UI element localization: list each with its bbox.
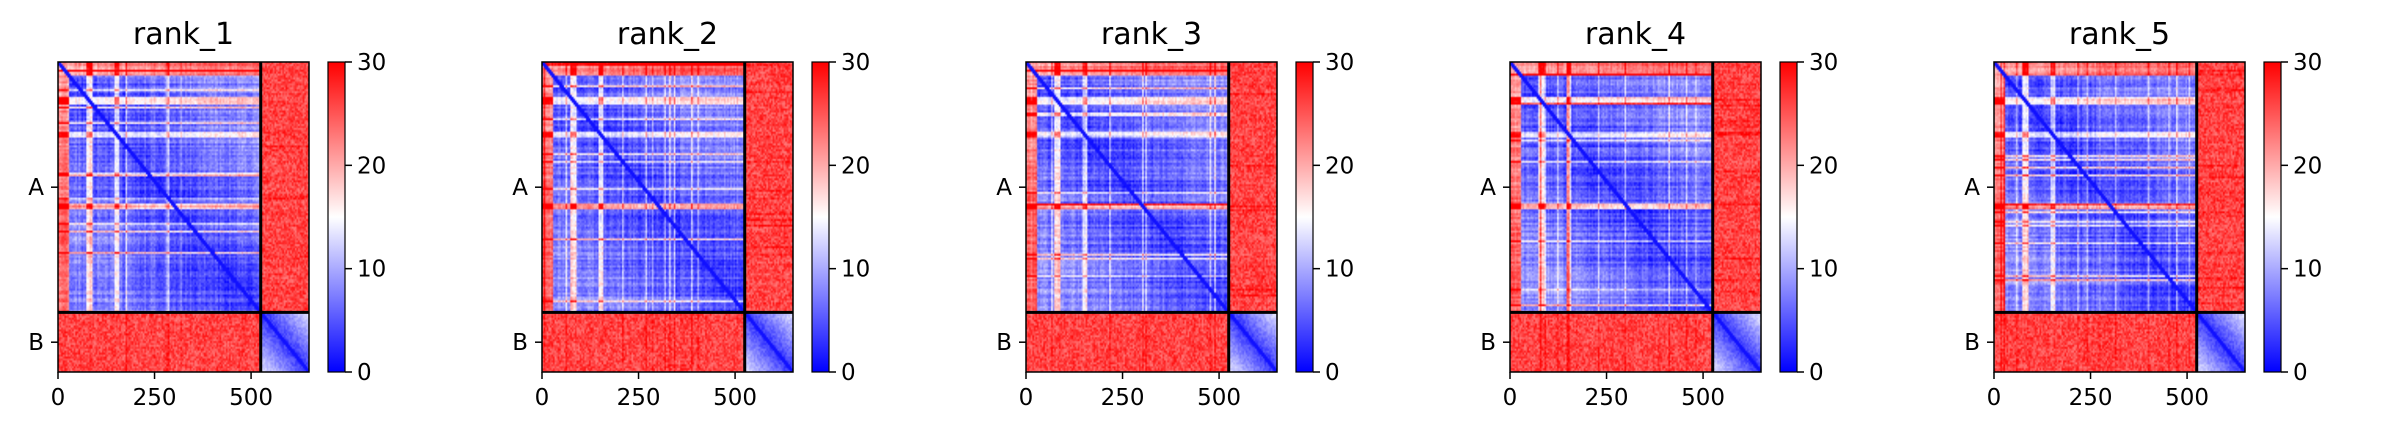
y-tick-label: B [512, 330, 528, 356]
heatmap-frame [1509, 61, 1762, 373]
colorbar-tick-label: 30 [1325, 50, 1354, 76]
colorbar-tick-label: 20 [2293, 153, 2322, 179]
colorbar-tick-label: 30 [357, 50, 386, 76]
colorbar [811, 61, 830, 373]
panel-title: rank_1 [133, 17, 234, 52]
colorbar-tick-label: 20 [1325, 153, 1354, 179]
x-tick-label: 500 [1197, 385, 1241, 411]
panel-2: rank_2 0 250 500 A B 0 10 20 30 [512, 17, 870, 411]
colorbar [1779, 61, 1798, 373]
x-tick-label: 250 [617, 385, 661, 411]
colorbar-tick-label: 0 [841, 360, 856, 386]
panels: rank_1 0 250 500 A B 0 10 20 30 rank_2 0 250 500 A B 0 10… [28, 17, 2322, 411]
heatmap-image [1026, 62, 1277, 372]
panel-title: rank_5 [2069, 17, 2170, 52]
colorbar-tick-label: 0 [1809, 360, 1824, 386]
colorbar-tick-label: 30 [841, 50, 870, 76]
colorbar-tick-label: 20 [357, 153, 386, 179]
colorbar-tick-label: 10 [2293, 257, 2322, 283]
y-tick-label: A [512, 175, 528, 201]
heatmap-image [1994, 62, 2245, 372]
colorbar [327, 61, 346, 373]
x-tick-label: 250 [2069, 385, 2113, 411]
y-tick-label: A [28, 175, 44, 201]
colorbar-tick-label: 10 [1325, 257, 1354, 283]
heatmap-frame [1025, 61, 1278, 373]
colorbar-tick-label: 0 [2293, 360, 2308, 386]
x-tick-label: 0 [535, 385, 550, 411]
panel-5: rank_5 0 250 500 A B 0 10 20 30 [1964, 17, 2322, 411]
colorbar-tick-label: 10 [841, 257, 870, 283]
x-tick-label: 500 [713, 385, 757, 411]
y-tick-label: B [1480, 330, 1496, 356]
x-tick-label: 250 [133, 385, 177, 411]
y-tick-label: A [996, 175, 1012, 201]
panel-title: rank_2 [617, 17, 718, 52]
heatmap-image [1510, 62, 1761, 372]
y-tick-label: B [996, 330, 1012, 356]
panel-title: rank_4 [1585, 17, 1686, 52]
colorbar [1295, 61, 1314, 373]
y-tick-label: A [1480, 175, 1496, 201]
colorbar-tick-label: 30 [2293, 50, 2322, 76]
colorbar-tick-label: 20 [1809, 153, 1838, 179]
heatmap-image [542, 62, 793, 372]
x-tick-label: 0 [1503, 385, 1518, 411]
x-tick-label: 250 [1101, 385, 1145, 411]
x-tick-label: 0 [1019, 385, 1034, 411]
colorbar [2263, 61, 2282, 373]
colorbar-tick-label: 10 [1809, 257, 1838, 283]
heatmap-frame [1993, 61, 2246, 373]
colorbar-tick-label: 10 [357, 257, 386, 283]
heatmap-frame [57, 61, 310, 373]
panel-4: rank_4 0 250 500 A B 0 10 20 30 [1480, 17, 1838, 411]
heatmap-frame [541, 61, 794, 373]
panel-3: rank_3 0 250 500 A B 0 10 20 30 [996, 17, 1354, 411]
y-tick-label: B [1964, 330, 1980, 356]
colorbar-tick-label: 0 [1325, 360, 1340, 386]
x-tick-label: 500 [1681, 385, 1725, 411]
y-tick-label: B [28, 330, 44, 356]
x-tick-label: 500 [2165, 385, 2209, 411]
y-tick-label: A [1964, 175, 1980, 201]
x-tick-label: 250 [1585, 385, 1629, 411]
panel-title: rank_3 [1101, 17, 1202, 52]
panel-1: rank_1 0 250 500 A B 0 10 20 30 [28, 17, 386, 411]
colorbar-tick-label: 0 [357, 360, 372, 386]
heatmap-image [58, 62, 309, 372]
x-tick-label: 0 [1987, 385, 2002, 411]
x-tick-label: 0 [51, 385, 66, 411]
colorbar-tick-label: 20 [841, 153, 870, 179]
colorbar-tick-label: 30 [1809, 50, 1838, 76]
x-tick-label: 500 [229, 385, 273, 411]
